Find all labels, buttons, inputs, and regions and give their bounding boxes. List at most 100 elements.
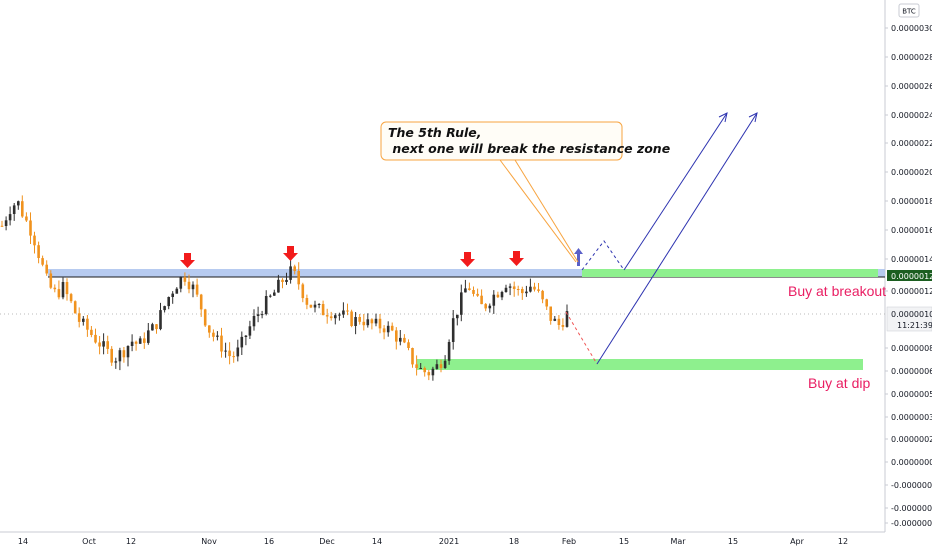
candle-body: [366, 319, 370, 326]
candle-body: [403, 337, 406, 343]
candle-body: [122, 350, 126, 358]
candle-body: [553, 318, 557, 321]
candle-body: [236, 347, 240, 357]
candle-body: [110, 348, 113, 363]
time-tick-label: 12: [126, 537, 136, 546]
candle-body: [248, 326, 252, 336]
candle-body: [565, 311, 569, 327]
candle-body: [94, 334, 97, 343]
candle-body: [4, 220, 8, 226]
time-tick-label: 2021: [439, 537, 459, 546]
candle-body: [460, 292, 463, 315]
arrowhead-icon: [718, 112, 728, 123]
countdown-label: 11:21:39: [897, 321, 932, 330]
candle-body: [45, 264, 48, 274]
candle-body: [533, 286, 536, 290]
candle-body: [106, 341, 109, 349]
candle-body: [395, 330, 398, 342]
candles-group: [0, 195, 569, 381]
candle-body: [354, 317, 357, 326]
candle-body: [346, 310, 349, 312]
rule-callout[interactable]: The 5th Rule, next one will break the re…: [380, 121, 670, 263]
callout-box: [380, 121, 623, 161]
candle-body: [423, 368, 426, 373]
candle-body: [12, 205, 16, 214]
candle-body: [138, 338, 142, 344]
candle-body: [33, 235, 36, 246]
candle-body: [37, 245, 40, 258]
candle-body: [325, 315, 329, 317]
buy-dip-zone[interactable]: [417, 359, 863, 370]
candle-body: [521, 289, 524, 294]
time-tick-label: 16: [264, 537, 274, 546]
buy-breakout-label: Buy at breakout: [788, 283, 886, 299]
candle-body: [516, 289, 520, 290]
candle-body: [342, 310, 345, 315]
time-tick-label: Mar: [670, 537, 686, 546]
resistance-touch-arrows: [180, 246, 524, 268]
candle-body: [147, 330, 150, 343]
candle-body: [508, 286, 512, 288]
price-tick-label: -0.00000009: [891, 481, 932, 490]
candle-body: [451, 318, 455, 342]
candle-body: [49, 273, 53, 288]
candle-body: [69, 294, 73, 302]
candle-body: [329, 316, 333, 319]
candle-body: [195, 284, 199, 295]
candle-body: [488, 305, 492, 309]
candle-body: [439, 364, 443, 368]
candle-body: [0, 225, 4, 227]
candle-body: [350, 311, 353, 326]
candle-body: [476, 293, 479, 296]
candle-body: [118, 350, 122, 362]
candle-body: [21, 201, 24, 217]
candle-body: [338, 314, 341, 316]
candle-body: [504, 287, 508, 292]
candle-body: [549, 306, 552, 321]
price-tick-label: 0.00000005: [891, 458, 932, 467]
candle-body: [175, 288, 179, 294]
resistance-price-badge: 0.00000129: [887, 270, 932, 281]
candle-body: [358, 317, 361, 322]
candle-body: [334, 315, 337, 319]
down-arrow-icon: [509, 251, 524, 266]
candle-body: [321, 304, 325, 316]
candle-body: [492, 294, 496, 306]
time-tick-label: 12: [838, 537, 848, 546]
candle-body: [29, 220, 32, 236]
candle-body: [390, 325, 394, 331]
candle-body: [362, 321, 366, 326]
candle-body: [541, 290, 544, 300]
resistance-zone[interactable]: [48, 269, 885, 277]
dip-projection-dashed: [565, 311, 598, 365]
breakout-up-arrow-icon: [574, 248, 583, 266]
candle-body: [252, 316, 256, 327]
time-tick-label: Dec: [319, 537, 334, 546]
candle-body: [167, 297, 170, 307]
candle-body: [500, 292, 504, 298]
symbol-badge[interactable]: BTC: [898, 3, 920, 18]
candle-body: [159, 310, 162, 330]
candle-body: [232, 356, 235, 358]
price-tick-label: -0.00000037: [891, 519, 932, 528]
candle-body: [86, 318, 89, 330]
breakout-zone[interactable]: [582, 269, 878, 277]
dip-projection-path: [596, 112, 758, 365]
candle-body: [525, 291, 528, 294]
candle-body: [317, 304, 321, 305]
candle-body: [415, 364, 418, 368]
candle-body: [151, 324, 154, 331]
candle-body: [155, 324, 158, 330]
candle-body: [484, 304, 487, 309]
candle-body: [90, 329, 93, 335]
candle-body: [456, 314, 459, 319]
candle-body: [171, 293, 174, 297]
candle-body: [399, 337, 402, 342]
candle-body: [512, 286, 516, 289]
candle-body: [480, 295, 483, 305]
candle-body: [496, 294, 500, 298]
